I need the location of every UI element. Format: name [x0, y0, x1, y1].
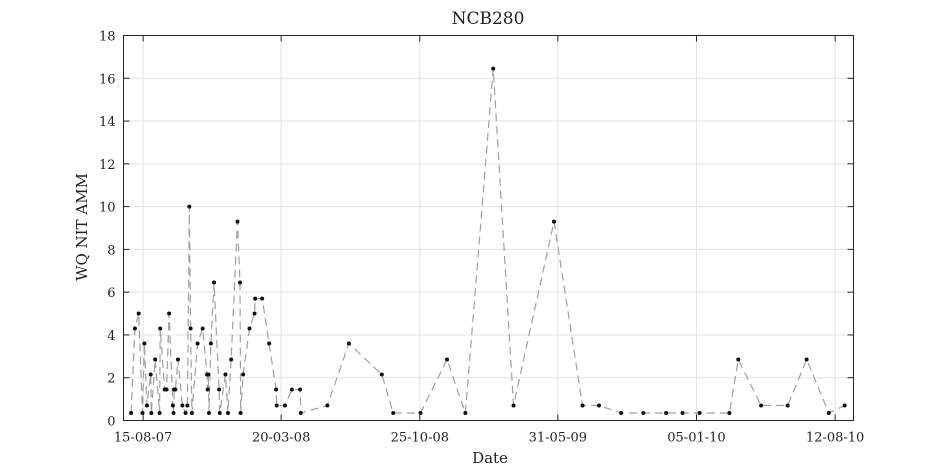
data-point: [697, 411, 702, 416]
y-tick-label: 18: [99, 30, 116, 45]
chart-title: NCB280: [452, 9, 525, 29]
data-point: [153, 357, 158, 362]
data-point: [282, 403, 287, 408]
data-point: [229, 357, 234, 362]
data-point: [253, 296, 258, 301]
data-point: [391, 411, 396, 416]
data-point: [217, 387, 222, 392]
data-point: [157, 411, 162, 416]
x-tick-label: 20-03-08: [252, 431, 310, 446]
data-point: [208, 341, 213, 346]
y-axis-label: WQ NIT AMM: [73, 173, 91, 281]
data-point: [180, 403, 185, 408]
data-point: [142, 341, 147, 346]
data-point: [247, 326, 252, 331]
data-point: [206, 372, 211, 377]
x-tick-label: 05-01-10: [667, 431, 725, 446]
data-point: [274, 387, 279, 392]
data-point: [260, 296, 265, 301]
x-tick-label: 31-05-09: [529, 431, 587, 446]
data-point: [238, 411, 243, 416]
y-tick-label: 16: [99, 72, 116, 87]
data-point: [149, 411, 154, 416]
data-point: [241, 372, 246, 377]
data-point: [759, 403, 764, 408]
data-point: [418, 411, 423, 416]
data-point: [804, 357, 809, 362]
y-tick-label: 12: [99, 158, 116, 173]
data-point: [188, 326, 193, 331]
x-tick-label: 25-10-08: [391, 431, 449, 446]
data-point: [158, 326, 163, 331]
data-point: [842, 403, 847, 408]
data-point: [205, 387, 210, 392]
y-tick-label: 4: [107, 329, 115, 344]
y-tick-label: 2: [107, 372, 115, 387]
data-point: [170, 403, 175, 408]
y-tick-label: 14: [99, 115, 116, 130]
data-point: [189, 411, 194, 416]
data-point: [173, 387, 178, 392]
x-axis-label: Date: [472, 449, 508, 467]
data-point: [736, 357, 741, 362]
plot-frame: [123, 35, 854, 421]
data-point: [183, 411, 188, 416]
y-tick-label: 6: [107, 286, 115, 301]
data-point: [212, 280, 217, 285]
data-point: [164, 387, 169, 392]
data-point: [346, 341, 351, 346]
y-tick-label: 8: [107, 243, 115, 258]
data-point: [217, 411, 222, 416]
data-point: [185, 403, 190, 408]
data-point: [289, 387, 294, 392]
data-point: [298, 411, 303, 416]
data-point: [445, 357, 450, 362]
data-point: [187, 204, 192, 209]
data-point: [175, 357, 180, 362]
series-layer: [129, 66, 847, 416]
grid-layer: [123, 35, 854, 421]
data-point: [132, 326, 137, 331]
data-point: [167, 311, 172, 316]
y-tick-label: 10: [99, 201, 116, 216]
data-point: [223, 372, 228, 377]
data-point: [664, 411, 669, 416]
data-point: [379, 372, 384, 377]
data-point: [195, 341, 200, 346]
data-point: [511, 403, 516, 408]
data-point: [225, 411, 230, 416]
data-point: [144, 403, 149, 408]
data-point: [826, 411, 831, 416]
data-point: [129, 411, 134, 416]
data-point: [200, 326, 205, 331]
x-tick-label: 12-08-10: [806, 431, 864, 446]
data-point: [491, 66, 496, 71]
data-point: [235, 219, 240, 224]
data-point: [727, 411, 732, 416]
data-point: [463, 411, 468, 416]
data-point: [552, 219, 557, 224]
data-point: [325, 403, 330, 408]
data-point: [206, 411, 211, 416]
data-point: [596, 403, 601, 408]
y-tick-label: 0: [107, 415, 115, 430]
data-point: [148, 372, 153, 377]
data-point: [238, 280, 242, 285]
data-point: [136, 311, 141, 316]
data-point: [619, 411, 624, 416]
data-point: [680, 411, 685, 416]
data-point: [785, 403, 790, 408]
data-point: [171, 411, 176, 416]
data-point: [641, 411, 646, 416]
x-tick-label: 15-08-07: [114, 431, 172, 446]
data-point: [274, 403, 279, 408]
data-point: [580, 403, 585, 408]
data-point: [140, 411, 145, 416]
data-point: [252, 311, 257, 316]
tick-layer: 0 2 4 6 8 10 12 14 16 18 15-08-07 20-03-08 25-10-08 3…: [99, 30, 864, 446]
data-point: [267, 341, 272, 346]
data-point: [298, 387, 303, 392]
